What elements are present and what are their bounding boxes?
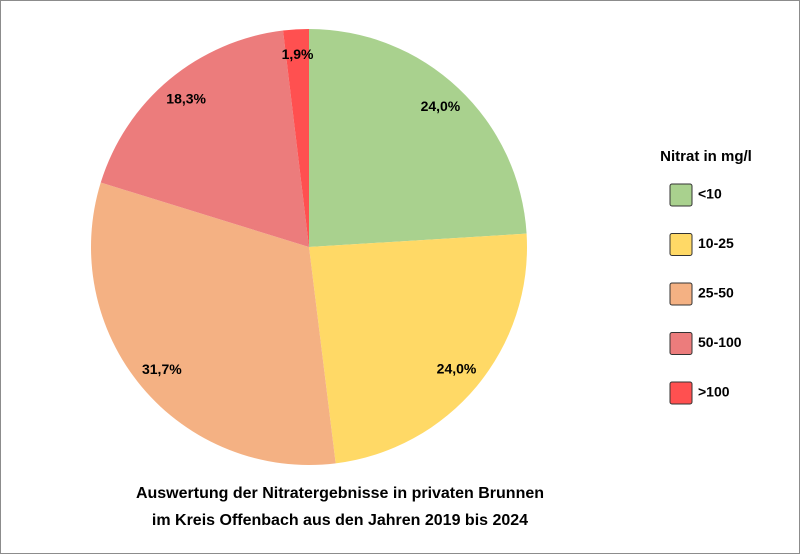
- data-label: 24,0%: [421, 98, 461, 114]
- legend-label: <10: [698, 186, 722, 202]
- legend-label: 50-100: [698, 334, 742, 350]
- chart-title: Auswertung der Nitratergebnisse in priva…: [136, 485, 544, 502]
- legend-label: 25-50: [698, 285, 734, 301]
- pie-slice: [309, 233, 527, 464]
- legend-label: 10-25: [698, 235, 734, 251]
- data-label: 31,7%: [142, 361, 182, 377]
- data-label: 1,9%: [282, 46, 314, 62]
- legend-label: >100: [698, 384, 730, 400]
- pie-slice: [283, 29, 309, 247]
- pie-slice: [90, 182, 336, 465]
- pie-slice: [309, 29, 527, 247]
- data-label: 24,0%: [437, 360, 477, 376]
- data-label: 18,3%: [166, 90, 206, 106]
- chart-title: im Kreis Offenbach aus den Jahren 2019 b…: [152, 512, 528, 529]
- pie-slice: [100, 30, 309, 247]
- legend-title: Nitrat in mg/l: [660, 148, 752, 165]
- legend-swatch: [669, 183, 693, 207]
- legend-swatch: [669, 381, 693, 405]
- legend-swatch: [669, 332, 693, 355]
- legend-swatch: [669, 282, 693, 306]
- legend-swatch: [669, 233, 693, 256]
